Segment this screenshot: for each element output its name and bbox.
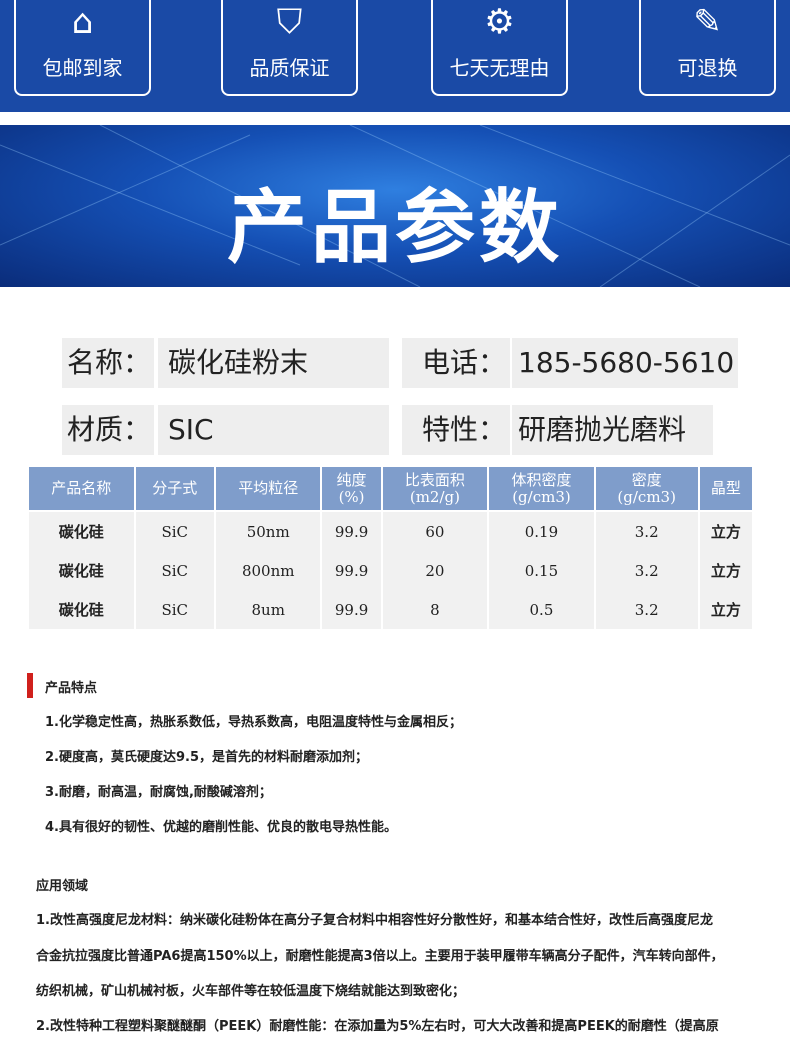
material-value: SIC — [158, 405, 389, 455]
table-row: 碳化硅 SiC 800nm 99.9 20 0.15 3.2 立方 — [29, 551, 752, 590]
table-cell: 20 — [382, 551, 488, 590]
column-header: 体积密度 (g/cm3) — [489, 467, 594, 512]
spec-table: 产品名称 分子式 平均粒径 纯度 (%) 比表面积 (m2/g) 体积密度 (g/cm3) 密度(… — [27, 467, 754, 629]
table-cell: 8 — [382, 590, 488, 629]
banner-title: 产品参数 — [227, 181, 563, 274]
header-label: 纯度 — [336, 470, 367, 489]
service-strip: ⌂ 包邮到家 ⛉ 品质保证 ⚙ 七天无理由 ✎ 可退换 — [0, 0, 790, 112]
table-cell: 99.9 — [322, 551, 381, 590]
table-cell: 60 — [382, 512, 488, 551]
service-quality: ⛉ 品质保证 — [221, 0, 358, 96]
table-cell: SiC — [135, 551, 214, 590]
table-cell: 8um — [215, 590, 321, 629]
feature-item: 1.化学稳定性高，热胀系数低，导热系数高，电阻温度特性与金属相反； — [45, 715, 462, 730]
application-line: 合金抗拉强度比普通PA6提高150%以上，耐磨性能提高3倍以上。主要用于装甲履带… — [36, 949, 724, 964]
header-label: 比表面积 — [404, 470, 465, 489]
application-line: 纺织机械，矿山机械衬板，火车部件等在较低温度下烧结就能达到致密化； — [36, 984, 466, 999]
column-header: 平均粒径 — [215, 467, 321, 512]
table-cell: SiC — [135, 590, 214, 629]
phone-label: 电话： — [402, 338, 510, 388]
service-return: ✎ 可退换 — [639, 0, 776, 96]
table-cell: 50nm — [215, 512, 321, 551]
column-header: 分子式 — [135, 467, 214, 512]
header-unit: (g/cm3) — [617, 487, 676, 506]
applications-title: 应用领域 — [36, 879, 89, 894]
table-cell: 0.5 — [489, 590, 594, 629]
feature-item: 4.具有很好的韧性、优越的磨削性能、优良的散电导热性能。 — [45, 820, 397, 835]
feature-item: 2.硬度高，莫氏硬度达9.5，是首先的材料耐磨添加剂； — [45, 750, 369, 765]
feature-value: 研磨抛光磨料 — [512, 405, 713, 455]
header-label: 晶型 — [710, 479, 741, 497]
header-label: 体积密度 — [511, 470, 572, 489]
table-cell: 3.2 — [595, 590, 698, 629]
header-label: 密度 — [631, 470, 662, 489]
column-header: 密度 (g/cm3) — [595, 467, 698, 512]
header-label: 平均粒径 — [238, 479, 299, 497]
table-row: 碳化硅 SiC 50nm 99.9 60 0.19 3.2 立方 — [29, 512, 752, 551]
table-cell: 3.2 — [595, 551, 698, 590]
phone-value: 185-5680-5610 — [512, 338, 738, 388]
pencil-ruler-icon: ✎ — [693, 2, 722, 42]
name-label: 名称： — [62, 338, 154, 388]
application-line: 2.改性特种工程塑料聚醚醚酮（PEEK）耐磨性能：在添加量为5%左右时，可大大改… — [36, 1019, 719, 1034]
feature-item: 3.耐磨，耐高温，耐腐蚀,耐酸碱溶剂； — [45, 785, 272, 800]
table-cell: 0.15 — [489, 551, 594, 590]
table-cell: 99.9 — [322, 590, 381, 629]
application-line: 1.改性高强度尼龙材料：纳米碳化硅粉体在高分子复合材料中相容性好分散性好，和基本… — [36, 913, 713, 928]
features-title: 产品特点 — [45, 681, 98, 696]
table-cell: 立方 — [699, 590, 752, 629]
column-header: 纯度 (%) — [322, 467, 381, 512]
network-lines-decoration — [0, 125, 790, 287]
table-cell: 碳化硅 — [29, 551, 134, 590]
table-cell: SiC — [135, 512, 214, 551]
table-cell: 0.19 — [489, 512, 594, 551]
header-unit: (g/cm3) — [512, 487, 571, 506]
name-value: 碳化硅粉末 — [158, 338, 389, 388]
table-cell: 碳化硅 — [29, 590, 134, 629]
table-cell: 立方 — [699, 551, 752, 590]
table-cell: 800nm — [215, 551, 321, 590]
table-cell: 立方 — [699, 512, 752, 551]
house-icon: ⌂ — [71, 2, 94, 42]
header-label: 产品名称 — [51, 479, 112, 497]
column-header: 比表面积 (m2/g) — [382, 467, 488, 512]
header-label: 分子式 — [152, 479, 198, 497]
banner: 产品参数 — [0, 125, 790, 287]
service-free-shipping: ⌂ 包邮到家 — [14, 0, 151, 96]
column-header: 产品名称 — [29, 467, 134, 512]
shield-icon: ⛉ — [276, 2, 303, 42]
service-seven-day: ⚙ 七天无理由 — [431, 0, 568, 96]
gear-icon: ⚙ — [484, 2, 515, 42]
table-cell: 3.2 — [595, 512, 698, 551]
header-unit: (m2/g) — [409, 487, 460, 506]
table-cell: 碳化硅 — [29, 512, 134, 551]
feature-label: 特性： — [402, 405, 510, 455]
header-unit: (%) — [338, 487, 365, 506]
table-cell: 99.9 — [322, 512, 381, 551]
material-label: 材质： — [62, 405, 154, 455]
column-header: 晶型 — [699, 467, 752, 512]
section-marker — [27, 673, 33, 698]
table-row: 碳化硅 SiC 8um 99.9 8 0.5 3.2 立方 — [29, 590, 752, 629]
